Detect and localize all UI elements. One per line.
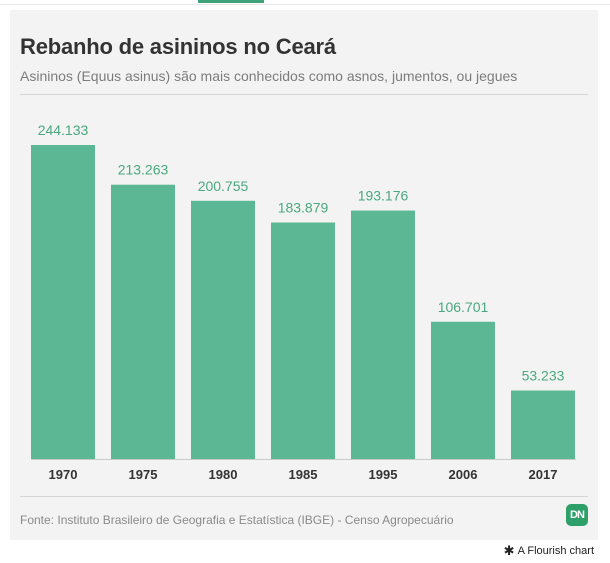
bar-1975[interactable]	[111, 184, 175, 459]
category-label-1975: 1975	[129, 467, 158, 482]
value-label-1970: 244.133	[38, 122, 89, 138]
top-divider	[0, 4, 610, 5]
bar-1985[interactable]	[271, 222, 335, 459]
value-label-2017: 53.233	[522, 368, 565, 384]
source-note: Fonte: Instituto Brasileiro de Geografia…	[20, 513, 454, 527]
bar-1995[interactable]	[351, 210, 415, 459]
bar-2017[interactable]	[511, 390, 575, 459]
header-divider	[20, 94, 588, 95]
category-label-2017: 2017	[529, 467, 558, 482]
flourish-credit-label: A Flourish chart	[517, 544, 594, 557]
bar-1980[interactable]	[191, 200, 255, 459]
chart-card: Rebanho de asininos no Ceará Asininos (E…	[10, 10, 598, 540]
category-label-1995: 1995	[369, 467, 398, 482]
bar-2006[interactable]	[431, 321, 495, 459]
bar-1970[interactable]	[31, 145, 95, 459]
value-label-1985: 183.879	[278, 199, 329, 215]
value-label-1975: 213.263	[118, 162, 169, 178]
footer-divider	[20, 496, 588, 497]
category-label-1980: 1980	[209, 467, 238, 482]
bar-chart: 244.133 1970 213.263 1975 200.755 1980 183.879…	[31, 122, 576, 482]
chart-title: Rebanho de asininos no Ceará	[20, 34, 336, 59]
flourish-credit-link[interactable]: ✱ A Flourish chart	[504, 544, 594, 557]
dn-logo: DN	[566, 504, 588, 526]
flourish-asterisk-icon: ✱	[503, 543, 515, 558]
category-label-2006: 2006	[449, 467, 478, 482]
category-label-1970: 1970	[49, 467, 78, 482]
category-label-1985: 1985	[289, 467, 318, 482]
value-label-1995: 193.176	[358, 188, 409, 204]
value-label-1980: 200.755	[198, 178, 249, 194]
top-accent-bar	[198, 0, 264, 3]
chart-subtitle: Asininos (Equus asinus) são mais conheci…	[20, 68, 518, 84]
value-label-2006: 106.701	[438, 299, 489, 315]
